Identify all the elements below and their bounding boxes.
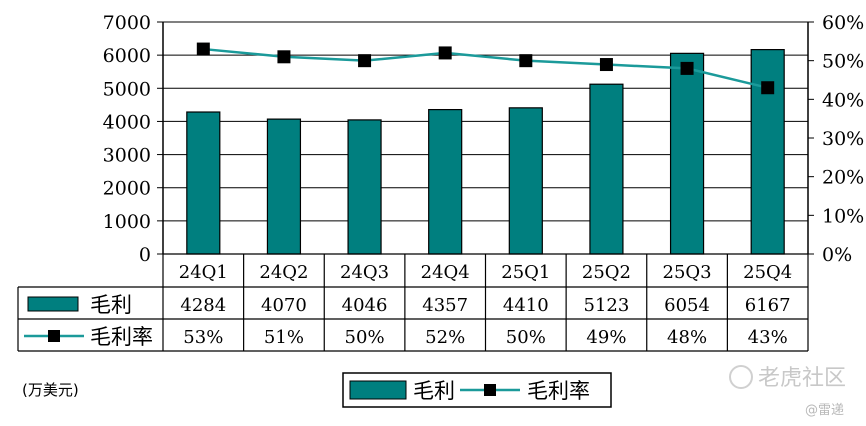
data-label: 50% [506, 327, 546, 348]
y2-tick-label: 10% [822, 205, 864, 227]
data-label: 4410 [503, 295, 549, 316]
y-tick-label: 5000 [103, 78, 151, 100]
y2-tick-label: 0% [822, 244, 852, 266]
x-tick-label: 25Q3 [663, 262, 712, 283]
data-label: 51% [264, 327, 304, 348]
y-tick-label: 1000 [103, 211, 151, 233]
line-point [438, 46, 452, 60]
line-point [277, 50, 291, 64]
data-label: 4284 [180, 295, 226, 316]
data-table: 24Q1 24Q2 24Q3 24Q4 25Q1 25Q2 25Q3 25Q4 毛利 4284 40… [17, 253, 809, 352]
table-series-name: 毛利 [90, 293, 132, 317]
data-label: 53% [183, 327, 223, 348]
legend-label: 毛利 [413, 379, 455, 403]
x-tick-label: 24Q2 [259, 262, 308, 283]
x-tick-label: 25Q2 [582, 262, 631, 283]
legend-bar-swatch [349, 380, 407, 400]
data-label: 4046 [342, 295, 388, 316]
table-bar-swatch [27, 296, 79, 312]
line-point [358, 54, 372, 68]
bar [669, 52, 705, 255]
bar [186, 111, 221, 255]
data-label: 4357 [422, 295, 468, 316]
y2-tick-label: 30% [822, 128, 864, 150]
axes: 0 1000 2000 3000 4000 5000 6000 7000 0% 10% 20% 30%… [103, 12, 865, 266]
x-tick-label: 24Q3 [340, 262, 389, 283]
watermark-logo-icon [729, 365, 753, 389]
data-label: 52% [425, 327, 465, 348]
bar [347, 119, 382, 255]
x-tick-label: 24Q4 [421, 262, 470, 283]
data-label: 49% [586, 327, 626, 348]
y-tick-label: 2000 [103, 178, 151, 200]
bar [589, 83, 624, 255]
x-tick-label: 25Q1 [501, 262, 550, 283]
data-label: 50% [345, 327, 385, 348]
y-tick-label: 7000 [103, 12, 151, 34]
data-label: 48% [667, 327, 707, 348]
bar [266, 118, 302, 255]
x-tick-label: 25Q4 [743, 262, 792, 283]
data-label: 6054 [664, 295, 710, 316]
y-tick-label: 0 [139, 244, 151, 266]
data-label: 43% [748, 327, 788, 348]
legend-marker-swatch [484, 384, 496, 396]
line-point [680, 61, 694, 75]
line-point [196, 42, 210, 56]
x-tick-label: 24Q1 [179, 262, 228, 283]
data-label: 5123 [584, 295, 630, 316]
table-marker-swatch [48, 330, 60, 342]
y2-tick-label: 50% [822, 51, 864, 73]
unit-label: (万美元) [22, 381, 79, 399]
bar [428, 108, 463, 255]
legend: 毛利 毛利率 [342, 372, 612, 408]
line-point [761, 81, 775, 95]
watermark: 老虎社区 @雷递 [729, 365, 846, 418]
y-tick-label: 6000 [103, 45, 151, 67]
bar [750, 49, 785, 255]
line-series [196, 42, 775, 95]
line-path [203, 47, 768, 89]
watermark-brand: 老虎社区 [758, 366, 846, 391]
watermark-author: @雷递 [805, 403, 844, 418]
line-point [599, 58, 613, 72]
bar-series [186, 49, 785, 255]
line-point [519, 54, 533, 68]
data-label: 4070 [261, 295, 307, 316]
legend-label: 毛利率 [527, 379, 590, 403]
data-label: 6167 [745, 295, 791, 316]
table-series-name: 毛利率 [90, 325, 153, 349]
y-tick-label: 4000 [103, 111, 151, 133]
y2-tick-label: 40% [822, 89, 864, 111]
bar [508, 107, 543, 255]
y2-tick-label: 60% [822, 12, 864, 34]
y-tick-label: 3000 [103, 145, 151, 167]
y2-tick-label: 20% [822, 167, 864, 189]
